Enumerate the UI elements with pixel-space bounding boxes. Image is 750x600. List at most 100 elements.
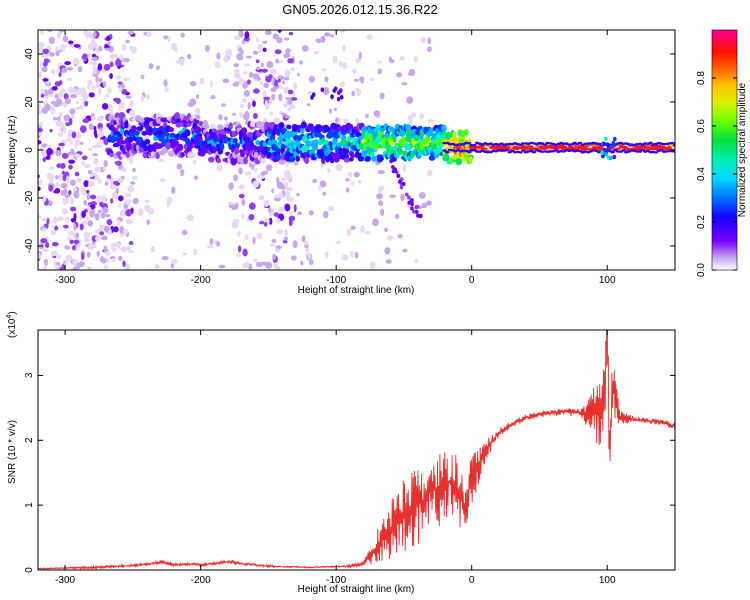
spectral-cell [106,35,111,41]
spectral-cell [278,122,285,129]
spectral-cell [301,235,306,243]
spectral-cell [168,127,175,133]
spectral-cell [338,60,343,67]
spectral-cell [354,251,359,259]
spectral-cell [311,92,316,98]
spectral-cell [55,149,62,157]
spectral-cell [278,207,285,213]
spectral-cell [95,75,99,84]
spectral-cell [378,188,382,193]
spectral-cell [107,87,112,94]
spectral-cell [161,148,169,154]
spectral-cell [285,169,290,175]
spectral-cell [38,42,45,48]
spectral-cell [335,117,339,125]
spectral-cell [271,188,275,194]
spectral-cell [181,229,188,236]
spectral-cell [99,127,103,132]
spectral-cell [38,74,42,79]
spectral-cell [264,102,270,110]
spectral-cell [80,252,85,261]
spectral-cell [59,30,65,33]
spectral-cell [83,180,89,188]
spectrogram-xlabel: Height of straight line (km) [298,285,415,296]
spectral-cell [416,213,420,218]
spectral-cell [98,46,103,52]
spectral-cell [281,112,286,116]
spectral-cell [131,175,138,181]
spectral-cell [276,218,281,224]
spectral-cell [238,184,245,190]
spectral-cell [329,157,335,164]
spectral-cell [274,145,279,153]
spectral-cell [81,161,86,166]
spectral-cell [125,246,131,251]
spectral-cell [653,151,659,154]
spectral-cell [427,119,435,123]
spectral-cell [55,46,59,52]
spectral-cell [108,45,114,53]
spectral-cell [499,142,504,145]
spectral-cell [328,141,333,147]
spectral-cell [99,144,103,148]
spectral-cell [166,196,173,205]
spectral-cell [610,144,614,149]
spectral-cell [293,161,299,166]
spectral-cell [111,191,118,200]
spectral-cell [64,245,70,250]
spectral-cell [337,90,341,96]
spectral-cell [265,75,272,83]
spectral-cell [79,125,87,133]
spectral-cell [351,90,356,97]
spectral-cell [315,38,322,44]
spectral-cell [242,97,248,103]
spectral-cell [234,202,239,210]
spectral-cell [600,150,604,156]
spectral-cell [621,149,626,152]
spectral-cell [402,164,407,172]
spectral-cell [328,205,335,212]
spectral-cell [60,182,68,189]
spectral-cell [88,147,93,152]
spectral-cell [163,79,168,87]
spectral-cell [401,82,408,86]
spectral-cell [253,88,260,94]
spectral-cell [284,115,291,119]
spectral-cell [52,116,58,121]
spectral-cell [62,35,69,43]
spectral-cell [84,163,91,169]
colorbar: 0.0 0.2 0.4 0.6 0.8 Normalized spectral ampl… [696,29,748,277]
spectral-cell [93,31,97,38]
spectral-cell [255,66,261,71]
spectral-cell [74,139,81,146]
spectral-cell [255,261,263,268]
spectral-cell [84,100,89,107]
spectral-cell [98,87,102,96]
spectral-cell [287,99,293,106]
spectral-cell [182,252,187,256]
snr-frame [37,329,676,571]
spectral-cell [218,264,226,269]
spectral-cell [89,61,95,65]
spectral-cell [441,124,447,133]
spectral-cell [40,88,46,96]
spectral-cell [147,207,155,215]
spectral-cell [74,153,81,159]
spectral-cell [346,123,354,130]
spectral-cell [193,248,198,256]
spectral-cell [292,240,298,249]
spectral-cell [103,245,108,253]
spectral-cell [244,110,250,119]
spectral-cell [101,103,109,110]
spectral-cell [176,143,184,152]
spectral-cell [459,138,465,144]
spectral-cell [69,108,76,115]
spectral-cell [53,189,60,194]
spectral-cell [270,68,277,76]
snr-multiplier-base: (x10 [7,318,18,338]
spectral-cell [332,55,338,64]
spectral-cell [287,107,292,112]
spectral-cell [384,227,388,232]
spectral-cell [54,225,59,231]
spectral-cell [410,202,414,207]
